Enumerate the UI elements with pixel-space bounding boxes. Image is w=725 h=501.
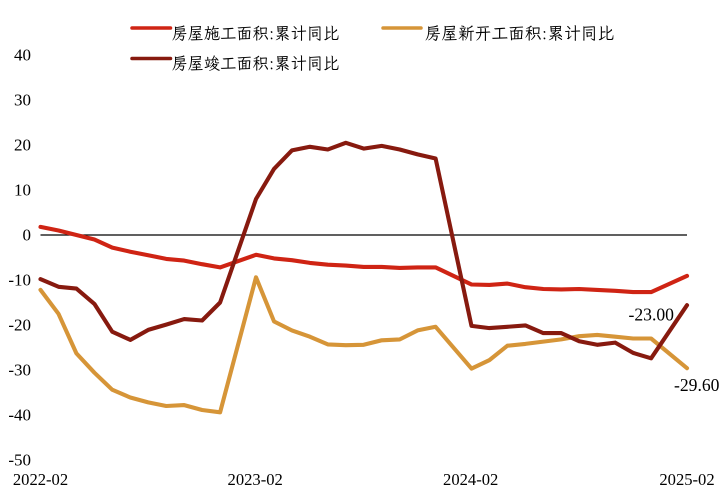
svg-text:-30: -30 [8, 361, 31, 380]
svg-text:10: 10 [14, 181, 31, 200]
svg-text:-10: -10 [8, 271, 31, 290]
svg-text:30: 30 [14, 91, 31, 110]
svg-text:0: 0 [23, 226, 32, 245]
svg-text:-50: -50 [8, 451, 31, 470]
svg-text:20: 20 [14, 136, 31, 155]
svg-text:-20: -20 [8, 316, 31, 335]
svg-text:-29.60: -29.60 [674, 375, 720, 395]
svg-text:2024-02: 2024-02 [443, 470, 498, 489]
svg-text:40: 40 [14, 46, 31, 65]
svg-text:2023-02: 2023-02 [228, 470, 283, 489]
svg-text:-40: -40 [8, 406, 31, 425]
svg-text:2025-02: 2025-02 [659, 470, 714, 489]
svg-text:2022-02: 2022-02 [13, 470, 68, 489]
svg-text:-23.00: -23.00 [629, 305, 675, 325]
